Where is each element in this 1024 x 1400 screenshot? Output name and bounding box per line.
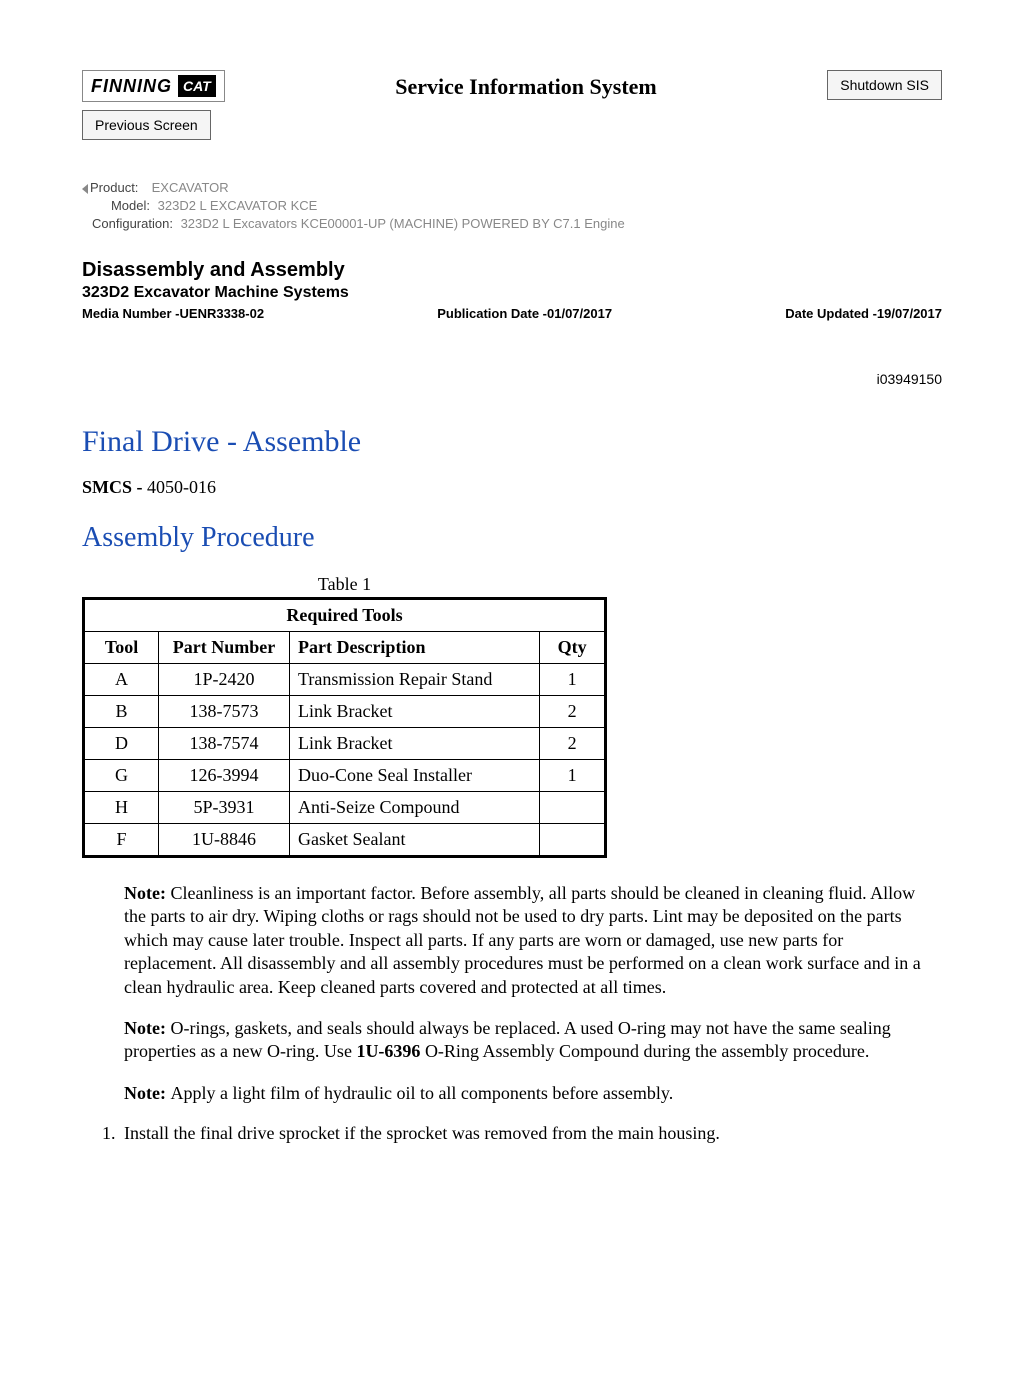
model-label: Model:: [92, 198, 154, 213]
notes-block: Note: Cleanliness is an important factor…: [124, 882, 932, 1105]
date-updated: Date Updated -19/07/2017: [785, 306, 942, 321]
table-cell: D: [84, 728, 159, 760]
media-number: Media Number -UENR3338-02: [82, 306, 264, 321]
section-title: Disassembly and Assembly: [82, 259, 942, 282]
table-header-span: Required Tools: [84, 599, 606, 632]
table-cell: Transmission Repair Stand: [289, 664, 539, 696]
table-cell: 2: [540, 728, 606, 760]
config-value: 323D2 L Excavators KCE00001-UP (MACHINE)…: [181, 216, 625, 231]
table-cell: 126-3994: [159, 760, 290, 792]
table-cell: B: [84, 696, 159, 728]
table-cell: 1: [540, 760, 606, 792]
section-subtitle-procedure: Assembly Procedure: [82, 522, 942, 554]
smcs-label: SMCS -: [82, 477, 147, 497]
table-cell: Link Bracket: [289, 728, 539, 760]
table-row: H5P-3931Anti-Seize Compound: [84, 792, 606, 824]
publication-date: Publication Date -01/07/2017: [437, 306, 612, 321]
col-tool: Tool: [84, 632, 159, 664]
step-text: Install the final drive sprocket if the …: [124, 1123, 720, 1143]
table-cell: 1: [540, 664, 606, 696]
smcs-line: SMCS - 4050-016: [82, 477, 942, 498]
smcs-value: 4050-016: [147, 477, 216, 497]
col-qty: Qty: [540, 632, 606, 664]
back-arrow-icon: [82, 184, 88, 194]
document-id: i03949150: [82, 371, 942, 387]
table-row: B138-7573Link Bracket2: [84, 696, 606, 728]
model-value: 323D2 L EXCAVATOR KCE: [158, 198, 318, 213]
sis-title: Service Information System: [395, 74, 657, 100]
section-subtitle: 323D2 Excavator Machine Systems: [82, 284, 942, 302]
table-cell: H: [84, 792, 159, 824]
table-cell: Duo-Cone Seal Installer: [289, 760, 539, 792]
table-cell: [540, 824, 606, 857]
table-row: A1P-2420Transmission Repair Stand1: [84, 664, 606, 696]
logo-area: FINNING CAT Previous Screen: [82, 70, 225, 140]
table-cell: Anti-Seize Compound: [289, 792, 539, 824]
col-part-number: Part Number: [159, 632, 290, 664]
product-value: EXCAVATOR: [152, 180, 229, 195]
logo-badge: CAT: [178, 75, 216, 97]
col-part-description: Part Description: [289, 632, 539, 664]
table-caption: Table 1: [82, 574, 607, 595]
note-2: Note: O-rings, gaskets, and seals should…: [124, 1017, 932, 1064]
table-cell: [540, 792, 606, 824]
table-cell: 2: [540, 696, 606, 728]
note-1: Note: Cleanliness is an important factor…: [124, 882, 932, 999]
product-meta: Product: EXCAVATOR Model: 323D2 L EXCAVA…: [82, 180, 942, 231]
section-heading: Disassembly and Assembly 323D2 Excavator…: [82, 259, 942, 321]
table-cell: 138-7574: [159, 728, 290, 760]
page-title: Final Drive - Assemble: [82, 425, 942, 459]
table-cell: Link Bracket: [289, 696, 539, 728]
note-3: Note: Apply a light film of hydraulic oi…: [124, 1082, 932, 1105]
step-1: 1.Install the final drive sprocket if th…: [102, 1123, 942, 1144]
previous-screen-button[interactable]: Previous Screen: [82, 110, 211, 140]
table-cell: Gasket Sealant: [289, 824, 539, 857]
config-label: Configuration:: [92, 216, 177, 231]
table-cell: 138-7573: [159, 696, 290, 728]
table-cell: G: [84, 760, 159, 792]
table-cell: A: [84, 664, 159, 696]
table-row: F1U-8846Gasket Sealant: [84, 824, 606, 857]
logo: FINNING CAT: [82, 70, 225, 102]
publication-row: Media Number -UENR3338-02 Publication Da…: [82, 306, 942, 321]
table-row: D138-7574Link Bracket2: [84, 728, 606, 760]
table-cell: 1P-2420: [159, 664, 290, 696]
required-tools-table: Required Tools Tool Part Number Part Des…: [82, 597, 607, 858]
step-number: 1.: [102, 1123, 124, 1144]
logo-text: FINNING: [91, 76, 172, 97]
shutdown-sis-button[interactable]: Shutdown SIS: [827, 70, 942, 100]
header: FINNING CAT Previous Screen Service Info…: [82, 70, 942, 140]
table-row: G126-3994Duo-Cone Seal Installer1: [84, 760, 606, 792]
product-label: Product:: [90, 180, 148, 195]
table-cell: 1U-8846: [159, 824, 290, 857]
table-cell: 5P-3931: [159, 792, 290, 824]
table-cell: F: [84, 824, 159, 857]
